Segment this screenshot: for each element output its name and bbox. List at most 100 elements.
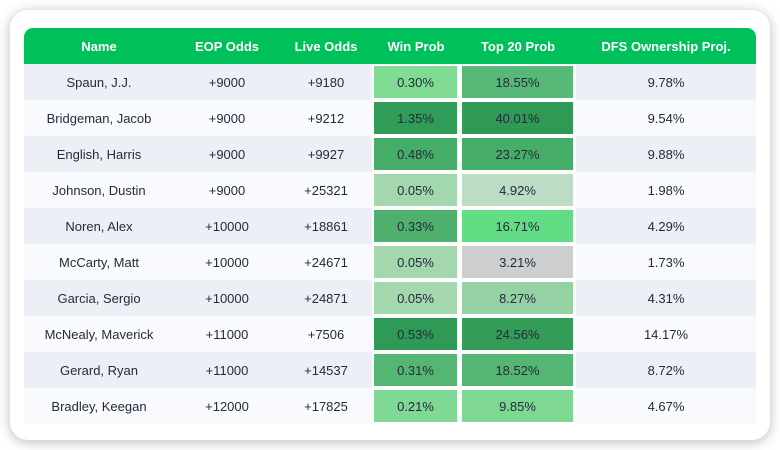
table-row: McNealy, Maverick +11000 +7506 0.53% 24.56% 1…	[24, 316, 756, 352]
win-prob-cell: 0.53%	[372, 316, 460, 352]
dfs-ownership-cell: 4.67%	[647, 398, 685, 414]
table-row: Spaun, J.J. +9000 +9180 0.30% 18.55% 9.78%	[24, 64, 756, 100]
player-name-cell: Bradley, Keegan	[51, 398, 147, 414]
player-name-cell: Spaun, J.J.	[66, 74, 132, 90]
eop-odds-cell: +11000	[205, 326, 249, 342]
top20-prob-cell: 23.27%	[460, 136, 576, 172]
win-prob-cell: 0.33%	[372, 208, 460, 244]
top20-prob-cell-value: 4.92%	[462, 174, 573, 206]
dfs-ownership-cell: 4.29%	[647, 218, 685, 234]
top20-prob-cell-value: 18.55%	[462, 66, 573, 98]
win-prob-cell: 0.30%	[372, 64, 460, 100]
top20-prob-cell-value: 16.71%	[462, 210, 573, 242]
column-header-win-prob: Win Prob	[387, 38, 445, 54]
column-header-live-odds: Live Odds	[294, 38, 358, 54]
win-prob-cell-value: 0.30%	[374, 66, 457, 98]
top20-prob-cell: 8.27%	[460, 280, 576, 316]
top20-prob-cell-value: 8.27%	[462, 282, 573, 314]
dfs-ownership-cell: 4.31%	[647, 290, 685, 306]
table-row: McCarty, Matt +10000 +24671 0.05% 3.21% 1.73%	[24, 244, 756, 280]
win-prob-cell: 0.21%	[372, 388, 460, 424]
live-odds-cell: +18861	[304, 218, 348, 234]
column-header-eop-odds: EOP Odds	[194, 38, 260, 54]
dfs-ownership-cell: 1.73%	[647, 254, 685, 270]
live-odds-cell: +7506	[307, 326, 345, 342]
live-odds-cell: +9927	[307, 146, 345, 162]
dfs-ownership-cell: 9.78%	[647, 74, 685, 90]
win-prob-cell-value: 0.05%	[374, 282, 457, 314]
top20-prob-cell-value: 3.21%	[462, 246, 573, 278]
dfs-ownership-cell: 9.54%	[647, 110, 685, 126]
player-name-cell: Bridgeman, Jacob	[46, 110, 152, 126]
table-row: Noren, Alex +10000 +18861 0.33% 16.71% 4.29%	[24, 208, 756, 244]
win-prob-cell-value: 0.31%	[374, 354, 457, 386]
top20-prob-cell-value: 40.01%	[462, 102, 573, 134]
odds-table-card: Name EOP Odds Live Odds Win Prob Top 20 Prob…	[10, 10, 770, 440]
dfs-ownership-cell: 14.17%	[643, 326, 689, 342]
player-name-cell: McNealy, Maverick	[44, 326, 154, 342]
player-name-cell: Noren, Alex	[65, 218, 133, 234]
win-prob-cell: 0.48%	[372, 136, 460, 172]
live-odds-cell: +14537	[304, 362, 348, 378]
player-name-cell: Gerard, Ryan	[59, 362, 139, 378]
top20-prob-cell-value: 9.85%	[462, 390, 573, 422]
win-prob-cell: 1.35%	[372, 100, 460, 136]
dfs-ownership-cell: 9.88%	[647, 146, 685, 162]
win-prob-cell-value: 0.05%	[374, 246, 457, 278]
player-name-cell: McCarty, Matt	[59, 254, 139, 270]
eop-odds-cell: +10000	[205, 290, 249, 306]
top20-prob-cell-value: 23.27%	[462, 138, 573, 170]
table-row: Bradley, Keegan +12000 +17825 0.21% 9.85% 4.6…	[24, 388, 756, 424]
table-body: Spaun, J.J. +9000 +9180 0.30% 18.55% 9.78% Bri…	[24, 64, 756, 424]
top20-prob-cell: 3.21%	[460, 244, 576, 280]
top20-prob-cell: 4.92%	[460, 172, 576, 208]
top20-prob-cell-value: 24.56%	[462, 318, 573, 350]
win-prob-cell-value: 0.33%	[374, 210, 457, 242]
top20-prob-cell: 9.85%	[460, 388, 576, 424]
dfs-ownership-cell: 8.72%	[647, 362, 685, 378]
live-odds-cell: +17825	[304, 398, 348, 414]
win-prob-cell-value: 0.21%	[374, 390, 457, 422]
eop-odds-cell: +9000	[208, 146, 246, 162]
column-header-dfs-ownership: DFS Ownership Proj.	[601, 38, 731, 54]
table-row: Garcia, Sergio +10000 +24871 0.05% 8.27% 4.31…	[24, 280, 756, 316]
win-prob-cell-value: 0.53%	[374, 318, 457, 350]
eop-odds-cell: +9000	[208, 74, 246, 90]
column-header-name: Name	[81, 38, 117, 54]
eop-odds-cell: +10000	[205, 254, 249, 270]
live-odds-cell: +9180	[307, 74, 345, 90]
win-prob-cell: 0.05%	[372, 172, 460, 208]
table-row: Bridgeman, Jacob +9000 +9212 1.35% 40.01% 9.5…	[24, 100, 756, 136]
win-prob-cell-value: 0.48%	[374, 138, 457, 170]
table-header-row: Name EOP Odds Live Odds Win Prob Top 20 Prob…	[24, 28, 756, 64]
table-row: Johnson, Dustin +9000 +25321 0.05% 4.92% 1.98…	[24, 172, 756, 208]
golf-odds-table: Name EOP Odds Live Odds Win Prob Top 20 Prob…	[24, 28, 756, 424]
table-row: English, Harris +9000 +9927 0.48% 23.27% 9.88…	[24, 136, 756, 172]
win-prob-cell: 0.05%	[372, 244, 460, 280]
dfs-ownership-cell: 1.98%	[647, 182, 685, 198]
player-name-cell: English, Harris	[56, 146, 142, 162]
eop-odds-cell: +12000	[205, 398, 249, 414]
win-prob-cell-value: 0.05%	[374, 174, 457, 206]
live-odds-cell: +25321	[304, 182, 348, 198]
eop-odds-cell: +11000	[205, 362, 249, 378]
live-odds-cell: +24671	[304, 254, 348, 270]
win-prob-cell: 0.31%	[372, 352, 460, 388]
eop-odds-cell: +9000	[208, 110, 246, 126]
top20-prob-cell: 16.71%	[460, 208, 576, 244]
column-header-top20-prob: Top 20 Prob	[480, 38, 556, 54]
top20-prob-cell: 40.01%	[460, 100, 576, 136]
eop-odds-cell: +10000	[205, 218, 249, 234]
top20-prob-cell-value: 18.52%	[462, 354, 573, 386]
win-prob-cell: 0.05%	[372, 280, 460, 316]
eop-odds-cell: +9000	[208, 182, 246, 198]
player-name-cell: Johnson, Dustin	[52, 182, 146, 198]
live-odds-cell: +9212	[307, 110, 345, 126]
live-odds-cell: +24871	[304, 290, 348, 306]
win-prob-cell-value: 1.35%	[374, 102, 457, 134]
top20-prob-cell: 18.55%	[460, 64, 576, 100]
top20-prob-cell: 24.56%	[460, 316, 576, 352]
top20-prob-cell: 18.52%	[460, 352, 576, 388]
table-row: Gerard, Ryan +11000 +14537 0.31% 18.52% 8.72%	[24, 352, 756, 388]
player-name-cell: Garcia, Sergio	[57, 290, 141, 306]
